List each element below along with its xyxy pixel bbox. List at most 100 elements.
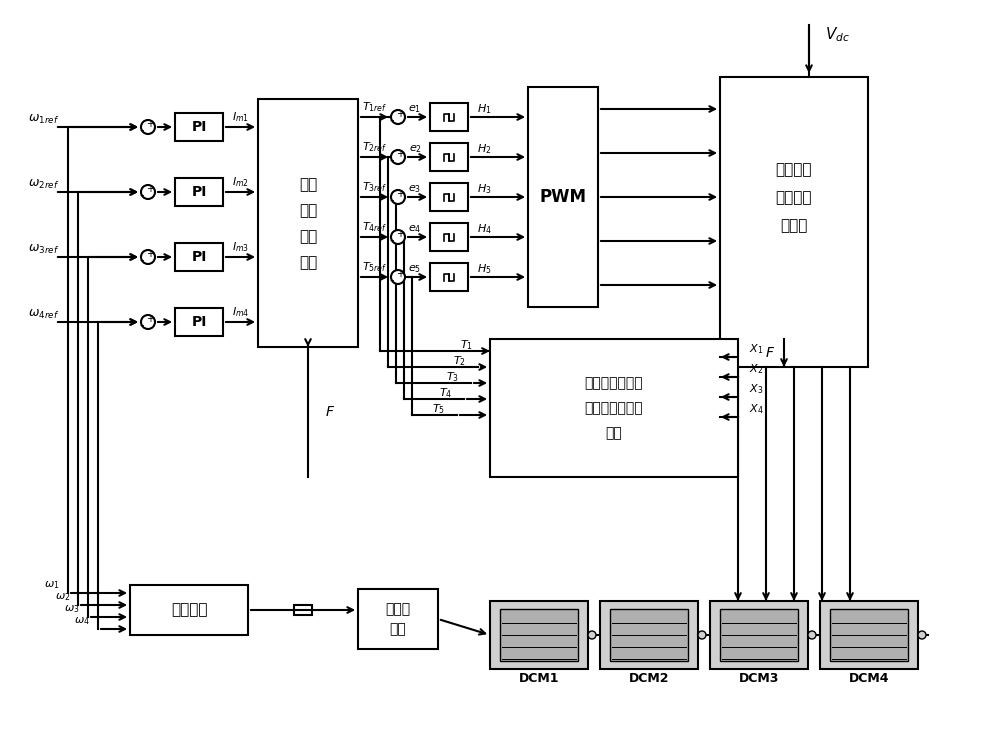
- Text: +: +: [146, 249, 154, 259]
- Text: $I_{m1}$: $I_{m1}$: [232, 110, 249, 124]
- Text: -: -: [390, 194, 394, 208]
- Text: $e_3$: $e_3$: [408, 183, 422, 195]
- Text: +: +: [396, 109, 404, 119]
- Text: DCM1: DCM1: [519, 672, 559, 686]
- Text: $\omega_4$: $\omega_4$: [74, 615, 90, 627]
- Text: $F$: $F$: [765, 346, 775, 360]
- Bar: [820, 601, 918, 669]
- Text: $e_5$: $e_5$: [408, 263, 422, 275]
- Text: -: -: [140, 255, 144, 267]
- Circle shape: [391, 150, 405, 164]
- Text: $e_4$: $e_4$: [408, 223, 422, 235]
- Text: $T_5$: $T_5$: [432, 402, 445, 416]
- Bar: [490, 601, 588, 669]
- Bar: [175, 113, 223, 141]
- Circle shape: [141, 120, 155, 134]
- Bar: [130, 585, 248, 635]
- Text: $T_{2ref}$: $T_{2ref}$: [362, 140, 387, 154]
- Text: 策略: 策略: [606, 426, 622, 440]
- Text: $F$: $F$: [325, 405, 335, 419]
- Bar: [175, 308, 223, 336]
- Text: $T_2$: $T_2$: [453, 354, 466, 368]
- Text: -: -: [390, 155, 394, 167]
- Text: $I_{m2}$: $I_{m2}$: [232, 175, 249, 189]
- Bar: [720, 609, 798, 661]
- Text: $\omega_3$: $\omega_3$: [64, 603, 80, 615]
- Bar: [430, 143, 468, 171]
- Circle shape: [808, 631, 816, 639]
- Text: -: -: [390, 274, 394, 288]
- Text: PI: PI: [191, 315, 207, 329]
- Bar: [175, 243, 223, 271]
- Bar: [710, 601, 808, 669]
- Bar: [720, 77, 868, 367]
- Text: $H_3$: $H_3$: [477, 182, 491, 196]
- Text: $T_{4ref}$: $T_{4ref}$: [362, 220, 387, 234]
- Text: +: +: [146, 184, 154, 194]
- Text: $e_1$: $e_1$: [408, 103, 422, 115]
- Circle shape: [391, 270, 405, 284]
- Bar: [175, 178, 223, 206]
- Text: $\omega_{4ref}$: $\omega_{4ref}$: [28, 308, 59, 320]
- Text: DCM3: DCM3: [739, 672, 779, 686]
- Text: PI: PI: [191, 120, 207, 134]
- Text: DCM2: DCM2: [629, 672, 669, 686]
- Circle shape: [141, 185, 155, 199]
- Text: -: -: [140, 320, 144, 332]
- Text: $X_1$: $X_1$: [749, 342, 763, 356]
- Text: $V_{dc}$: $V_{dc}$: [825, 25, 849, 44]
- Text: +: +: [396, 189, 404, 199]
- Text: $T_{3ref}$: $T_{3ref}$: [362, 180, 387, 194]
- Bar: [430, 183, 468, 211]
- Bar: [528, 87, 598, 307]
- Circle shape: [391, 190, 405, 204]
- Text: 模块: 模块: [299, 255, 317, 270]
- Text: $X_4$: $X_4$: [749, 402, 763, 416]
- Text: $T_4$: $T_4$: [439, 386, 452, 400]
- Bar: [830, 609, 908, 661]
- Text: +: +: [396, 269, 404, 279]
- Text: DCM4: DCM4: [849, 672, 889, 686]
- Text: +: +: [396, 149, 404, 159]
- Text: $T_1$: $T_1$: [460, 338, 473, 352]
- Text: $T_{1ref}$: $T_{1ref}$: [362, 100, 387, 114]
- Text: -: -: [390, 235, 394, 247]
- Text: $T_3$: $T_3$: [446, 370, 459, 384]
- Text: 位置传: 位置传: [385, 602, 411, 616]
- Bar: [358, 589, 438, 649]
- Circle shape: [698, 631, 706, 639]
- Text: $I_{m3}$: $I_{m3}$: [232, 240, 249, 254]
- Bar: [430, 103, 468, 131]
- Text: +: +: [146, 119, 154, 129]
- Text: 转矩计算，故障: 转矩计算，故障: [585, 376, 643, 390]
- Circle shape: [588, 631, 596, 639]
- Text: +: +: [146, 314, 154, 324]
- Text: $H_1$: $H_1$: [477, 102, 491, 116]
- Text: $H_4$: $H_4$: [477, 222, 491, 236]
- Text: 转矩: 转矩: [299, 203, 317, 219]
- Bar: [430, 223, 468, 251]
- Circle shape: [391, 110, 405, 124]
- Bar: [600, 601, 698, 669]
- Text: 五相电压: 五相电压: [776, 163, 812, 178]
- Text: -: -: [140, 125, 144, 137]
- Bar: [500, 609, 578, 661]
- Text: 逆变器: 逆变器: [780, 219, 808, 234]
- Bar: [610, 609, 688, 661]
- Circle shape: [141, 315, 155, 329]
- Text: -: -: [140, 190, 144, 202]
- Text: +: +: [396, 229, 404, 239]
- Text: $H_2$: $H_2$: [477, 142, 491, 156]
- Bar: [294, 605, 312, 615]
- Text: $\omega_{1ref}$: $\omega_{1ref}$: [28, 113, 59, 125]
- Text: PI: PI: [191, 185, 207, 199]
- Text: $\omega_2$: $\omega_2$: [55, 591, 70, 603]
- Text: 转速计算: 转速计算: [171, 603, 207, 618]
- Text: $e_2$: $e_2$: [409, 143, 421, 155]
- Bar: [258, 99, 358, 347]
- Text: $\omega_1$: $\omega_1$: [44, 579, 60, 591]
- Circle shape: [141, 250, 155, 264]
- Text: PI: PI: [191, 250, 207, 264]
- Text: $T_{5ref}$: $T_{5ref}$: [362, 260, 387, 274]
- Text: $H_5$: $H_5$: [477, 262, 491, 276]
